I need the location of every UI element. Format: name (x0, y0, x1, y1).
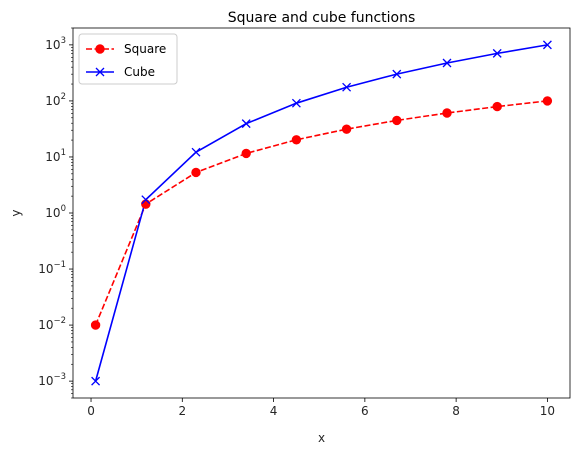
x-tick-label: 6 (361, 404, 369, 418)
cube-data-point (542, 40, 552, 50)
square-data-point (291, 135, 302, 145)
cube-data-point (442, 58, 452, 68)
y-axis-ticks: 10−3 10−2 10−1 100 101 102 103 (38, 27, 73, 399)
x-tick-label: 4 (270, 404, 278, 418)
square-data-point (442, 108, 452, 118)
square-data-point (90, 320, 101, 330)
cube-data-point (191, 147, 201, 157)
cube-data-point (91, 376, 101, 386)
square-data-point (492, 101, 502, 112)
y-axis-label: y (9, 209, 23, 216)
square-data-point (141, 199, 151, 209)
x-tick-label: 2 (178, 404, 186, 418)
square-legend-marker (95, 44, 105, 54)
chart-title: Square and cube functions (228, 10, 416, 26)
square-data-point (542, 96, 553, 106)
square-data-point (392, 115, 402, 126)
x-tick-label: 10 (540, 404, 555, 418)
cube-series-line (94, 44, 548, 382)
cube-data-point (342, 82, 352, 92)
plot-markers (90, 40, 553, 386)
y-tick-label: 10−2 (38, 316, 66, 332)
square-data-point (191, 167, 201, 178)
cube-data-point (492, 48, 502, 58)
x-tick-label: 8 (452, 404, 460, 418)
cube-legend-label: Cube (124, 65, 155, 79)
square-data-point (341, 124, 352, 134)
y-tick-label: 10−1 (38, 260, 66, 276)
y-tick-label: 103 (45, 36, 66, 52)
x-axis-ticks: 0 2 4 6 8 10 (87, 398, 555, 418)
x-tick-label: 0 (87, 404, 95, 418)
y-tick-label: 102 (45, 92, 66, 108)
y-tick-label: 101 (45, 148, 66, 164)
plot-lines (94, 44, 548, 382)
cube-data-point (291, 98, 301, 108)
cube-legend-marker (95, 67, 105, 77)
cube-data-point (141, 195, 151, 205)
y-tick-label: 100 (45, 204, 66, 220)
y-tick-label: 10−3 (38, 372, 66, 388)
legend: Square Cube (78, 33, 178, 85)
x-axis-label: x (318, 431, 325, 445)
cube-data-point (241, 119, 251, 129)
cube-data-point (392, 69, 402, 79)
square-data-point (241, 148, 251, 159)
square-legend-label: Square (124, 42, 166, 56)
